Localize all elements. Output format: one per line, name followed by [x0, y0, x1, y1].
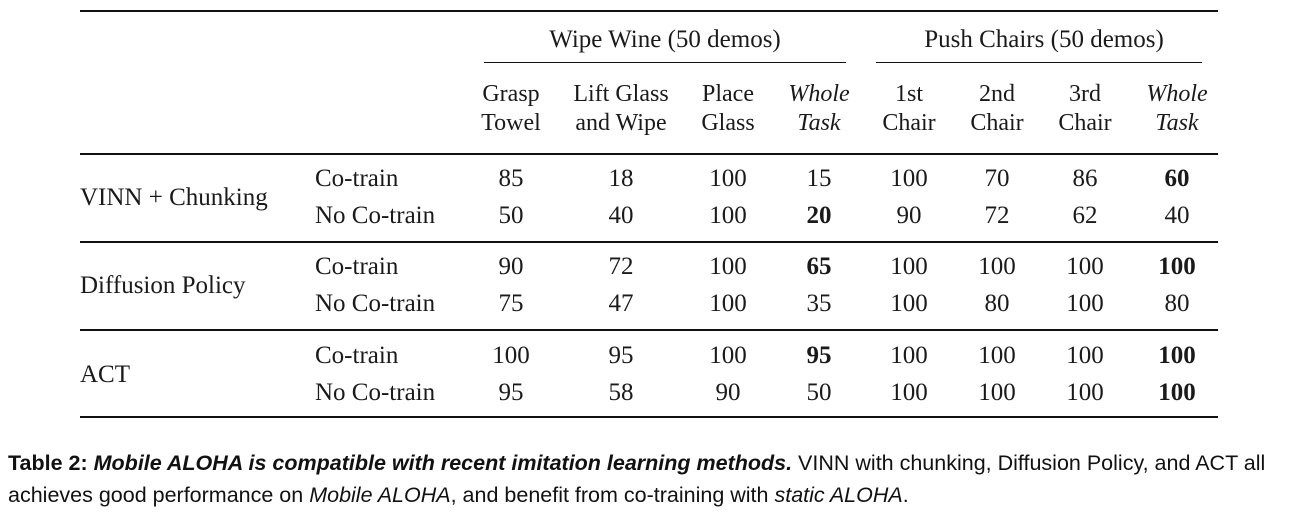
table-cell: 95 — [806, 342, 832, 369]
table-cell: 100 — [1066, 342, 1104, 369]
table-cell: 20 — [806, 202, 832, 229]
column-header-5-line2: Chair — [882, 110, 936, 136]
table-cell: 100 — [890, 253, 928, 280]
column-header-2-line2: and Wipe — [575, 110, 667, 136]
table-cell: 95 — [608, 342, 634, 369]
table-cell: 35 — [806, 290, 832, 317]
table-cell: 100 — [890, 342, 928, 369]
table-cell: 60 — [1164, 165, 1190, 192]
table-cell: 90 — [715, 379, 741, 406]
table-cell: 75 — [498, 290, 524, 317]
header-bottom-rule — [80, 153, 1218, 155]
table-cell: 100 — [978, 379, 1016, 406]
table-cell: 100 — [1066, 290, 1104, 317]
table-cell: 15 — [806, 165, 832, 192]
table-cell: 86 — [1072, 165, 1098, 192]
column-header-1-line1: Grasp — [482, 81, 540, 107]
section-rule-1 — [80, 241, 1218, 243]
table-cell: 100 — [890, 379, 928, 406]
column-header-1-line2: Towel — [481, 110, 541, 136]
table-cell: 18 — [608, 165, 634, 192]
table-cell: 50 — [806, 379, 832, 406]
method-name: Diffusion Policy — [80, 271, 246, 299]
caption-text-2: , and benefit from co-training with — [450, 483, 775, 507]
table-top-rule — [80, 10, 1218, 12]
column-header-2-line1: Lift Glass — [573, 81, 669, 107]
table-cell: 100 — [709, 202, 747, 229]
table-cell: 100 — [1066, 379, 1104, 406]
table-cell: 100 — [709, 253, 747, 280]
column-header-7-line1: 3rd — [1069, 81, 1101, 107]
table-cell: 95 — [498, 379, 524, 406]
table-cell: 72 — [608, 253, 634, 280]
row-label: No Co-train — [315, 379, 436, 406]
table-caption: Table 2: Mobile ALOHA is compatible with… — [8, 447, 1286, 511]
group-header-wipe-wine: Wipe Wine (50 demos) — [549, 26, 781, 53]
column-header-8-line1: Whole — [1146, 81, 1208, 107]
table-cell: 100 — [1158, 253, 1196, 280]
table-cell: 80 — [984, 290, 1010, 317]
table-cell: 62 — [1072, 202, 1098, 229]
row-label: No Co-train — [315, 290, 436, 317]
caption-em-2: static ALOHA — [774, 483, 903, 507]
table-cell: 100 — [978, 342, 1016, 369]
table-cell: 72 — [984, 202, 1010, 229]
column-header-3-line1: Place — [702, 81, 754, 107]
row-label: Co-train — [315, 253, 399, 280]
method-name: VINN + Chunking — [80, 183, 268, 211]
table-cell: 85 — [498, 165, 524, 192]
table-cell: 100 — [978, 253, 1016, 280]
table-cell: 90 — [498, 253, 524, 280]
table-cell: 47 — [608, 290, 634, 317]
caption-em-1: Mobile ALOHA — [309, 483, 451, 507]
method-name: ACT — [80, 360, 130, 388]
table-cell: 100 — [890, 290, 928, 317]
table-cell: 65 — [806, 253, 832, 280]
table-bottom-rule — [80, 416, 1218, 418]
caption-text-3: . — [902, 483, 909, 507]
table-cell: 100 — [1158, 342, 1196, 369]
table-cell: 40 — [1164, 202, 1190, 229]
column-header-5-line1: 1st — [894, 81, 924, 107]
table-cell: 50 — [498, 202, 524, 229]
column-header-8-line2: Task — [1155, 110, 1199, 136]
table-cell: 100 — [709, 290, 747, 317]
caption-label: Table 2: — [8, 451, 88, 475]
table-cell: 58 — [608, 379, 634, 406]
row-label: No Co-train — [315, 202, 436, 229]
table-cell: 100 — [890, 165, 928, 192]
group-underline-push-chairs — [876, 62, 1202, 63]
column-header-3-line2: Glass — [701, 110, 755, 136]
table-cell: 90 — [896, 202, 922, 229]
column-header-4-line2: Task — [797, 110, 841, 136]
column-header-7-line2: Chair — [1058, 110, 1112, 136]
table-cell: 100 — [492, 342, 530, 369]
table-cell: 80 — [1164, 290, 1190, 317]
row-label: Co-train — [315, 342, 399, 369]
table-cell: 100 — [709, 165, 747, 192]
caption-title: Mobile ALOHA is compatible with recent i… — [93, 451, 793, 475]
table-cell: 100 — [709, 342, 747, 369]
group-header-push-chairs: Push Chairs (50 demos) — [924, 26, 1164, 53]
column-header-6-line1: 2nd — [979, 81, 1015, 107]
table-cell: 70 — [984, 165, 1010, 192]
section-rule-2 — [80, 329, 1218, 331]
table-cell: 100 — [1158, 379, 1196, 406]
column-header-6-line2: Chair — [970, 110, 1024, 136]
table-cell: 40 — [608, 202, 634, 229]
column-header-4-line1: Whole — [788, 81, 850, 107]
caption-text-1: VINN with chunking, Diffusion Policy, an… — [8, 451, 1266, 507]
table-cell: 100 — [1066, 253, 1104, 280]
row-label: Co-train — [315, 165, 399, 192]
group-underline-wipe-wine — [484, 62, 846, 63]
